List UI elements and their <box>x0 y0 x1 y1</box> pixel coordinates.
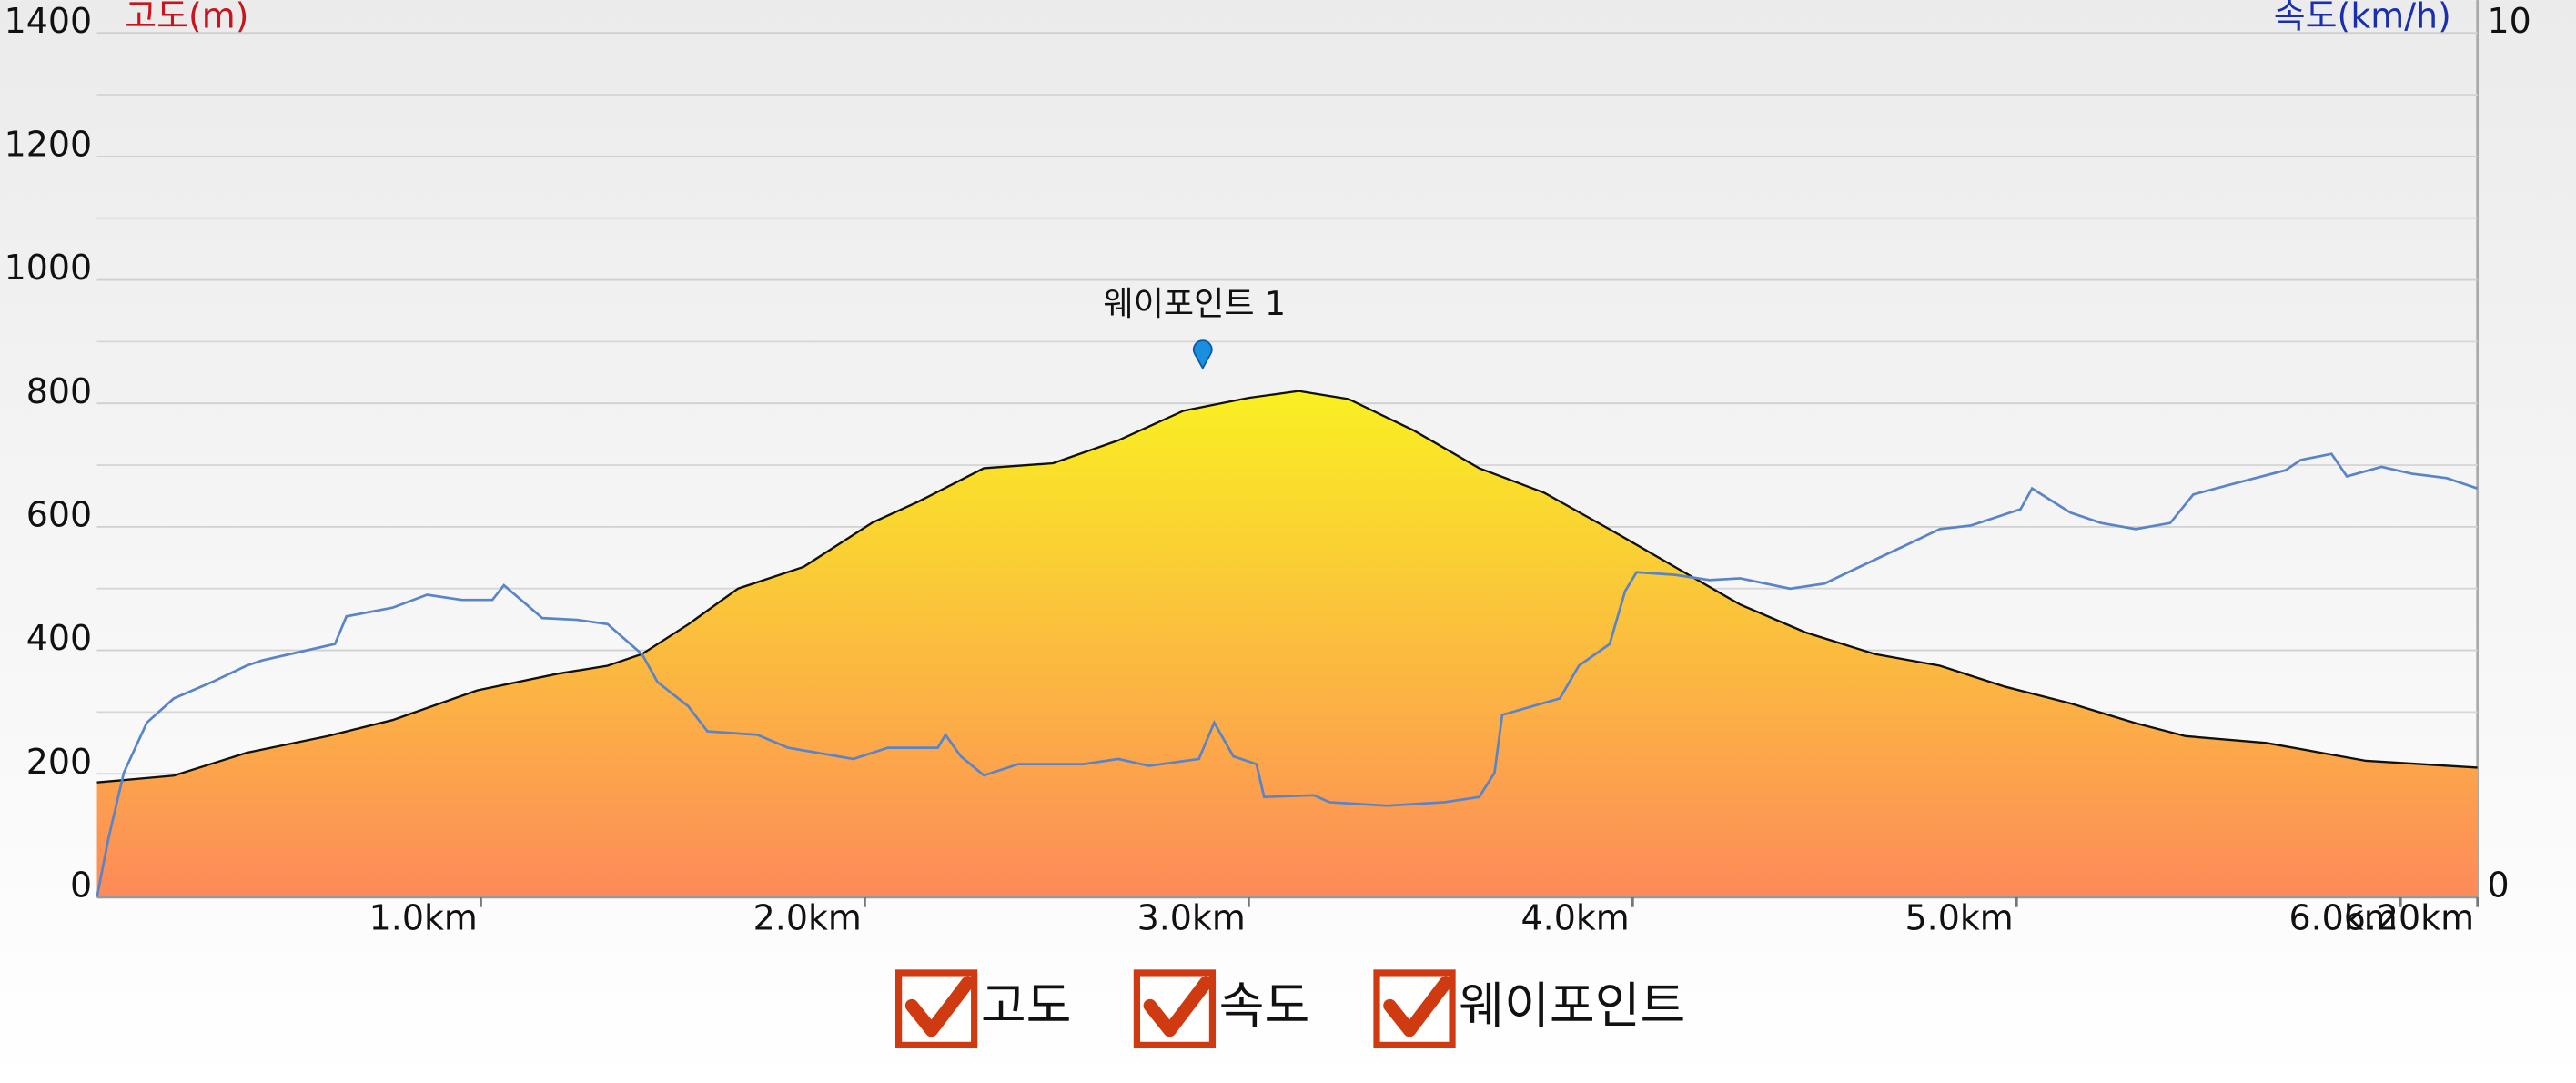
y2-axis-title: 속도(km/h) <box>2274 0 2451 35</box>
legend-label: 웨이포인트 <box>1459 977 1685 1034</box>
legend-check <box>1143 976 1213 1037</box>
y-tick-label: 800 <box>26 371 92 411</box>
legend-label: 속도 <box>1219 977 1310 1034</box>
legend-check <box>1383 976 1453 1037</box>
x-tick-label: 4.0km <box>1521 898 1630 938</box>
x-tick-label: 5.0km <box>1905 898 2014 938</box>
waypoint-label: 웨이포인트 1 <box>1104 284 1286 323</box>
x-tick-label: 2.0km <box>753 898 862 938</box>
y2-tick-label: 10 <box>2488 1 2531 41</box>
x-tick-label: 6.0km <box>2288 898 2397 938</box>
y-tick-label: 1400 <box>5 1 92 41</box>
legend-check <box>904 976 975 1037</box>
y-axis-title: 고도(m) <box>125 0 248 35</box>
legend-item[interactable]: 고도 <box>894 969 1072 1048</box>
y-tick-label: 600 <box>26 495 92 535</box>
x-tick-label: 3.0km <box>1137 898 1246 938</box>
y-tick-label: 1200 <box>5 125 92 165</box>
legend-item[interactable]: 속도 <box>1133 969 1310 1048</box>
speed-line <box>96 452 2479 898</box>
waypoint-marker <box>1192 339 1213 370</box>
y-tick-label: 400 <box>26 618 92 658</box>
legend-item[interactable]: 웨이포인트 <box>1373 969 1685 1048</box>
y-tick-label: 0 <box>70 865 92 906</box>
y-tick-label: 1000 <box>5 248 92 288</box>
legend-label: 고도 <box>981 977 1072 1034</box>
y-tick-label: 200 <box>26 742 92 782</box>
y2-tick-label: 0 <box>2488 865 2510 906</box>
x-tick-label: 6.20km <box>2344 898 2474 938</box>
elevation-area <box>96 390 2478 897</box>
elevation-line <box>96 390 2478 784</box>
x-tick-label: 1.0km <box>369 898 478 938</box>
